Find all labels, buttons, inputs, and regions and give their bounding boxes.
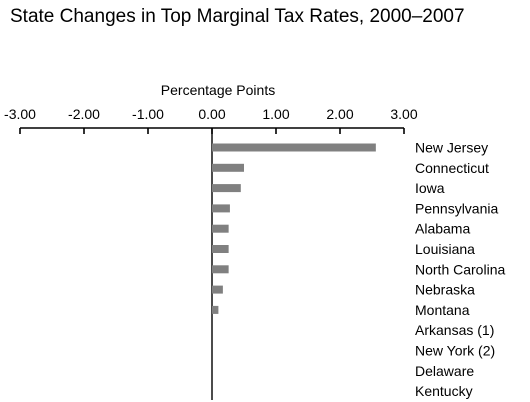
category-label: Pennsylvania bbox=[415, 200, 498, 216]
bar bbox=[212, 245, 229, 253]
category-label: New York (2) bbox=[415, 343, 495, 359]
bar bbox=[212, 163, 244, 172]
category-label: Iowa bbox=[415, 180, 445, 196]
x-tick-label: 0.00 bbox=[198, 106, 225, 122]
category-label: Connecticut bbox=[415, 160, 489, 176]
x-tick-label: -2.00 bbox=[68, 106, 100, 122]
bars bbox=[212, 143, 376, 314]
x-tick-label: 2.00 bbox=[326, 106, 353, 122]
category-label: Nebraska bbox=[415, 282, 475, 298]
bar bbox=[212, 143, 376, 152]
category-label: Alabama bbox=[415, 221, 470, 237]
chart-title: State Changes in Top Marginal Tax Rates,… bbox=[10, 6, 465, 27]
category-label: New Jersey bbox=[415, 140, 488, 156]
x-tick-label: 1.00 bbox=[262, 106, 289, 122]
bar bbox=[212, 285, 223, 294]
x-tick-label: -3.00 bbox=[4, 106, 36, 122]
category-label: North Carolina bbox=[415, 261, 505, 277]
bar bbox=[212, 265, 229, 274]
x-tick-label: -1.00 bbox=[132, 106, 164, 122]
category-label: Kentucky bbox=[415, 383, 473, 399]
category-label: Delaware bbox=[415, 363, 474, 379]
x-axis-label: Percentage Points bbox=[161, 82, 275, 98]
x-tick-label: 3.00 bbox=[390, 106, 417, 122]
category-labels: New Jersey Connecticut Iowa Pennsylvania Ala… bbox=[415, 140, 505, 400]
x-axis: -3.00 -2.00 -1.00 0.00 1.00 2.00 3.00 bbox=[4, 106, 418, 400]
category-label: Montana bbox=[415, 302, 470, 318]
bar bbox=[212, 184, 241, 193]
bar bbox=[212, 204, 230, 213]
bar bbox=[212, 305, 219, 314]
category-label: Louisiana bbox=[415, 241, 475, 257]
bar bbox=[212, 224, 229, 233]
category-label: Arkansas (1) bbox=[415, 322, 494, 338]
